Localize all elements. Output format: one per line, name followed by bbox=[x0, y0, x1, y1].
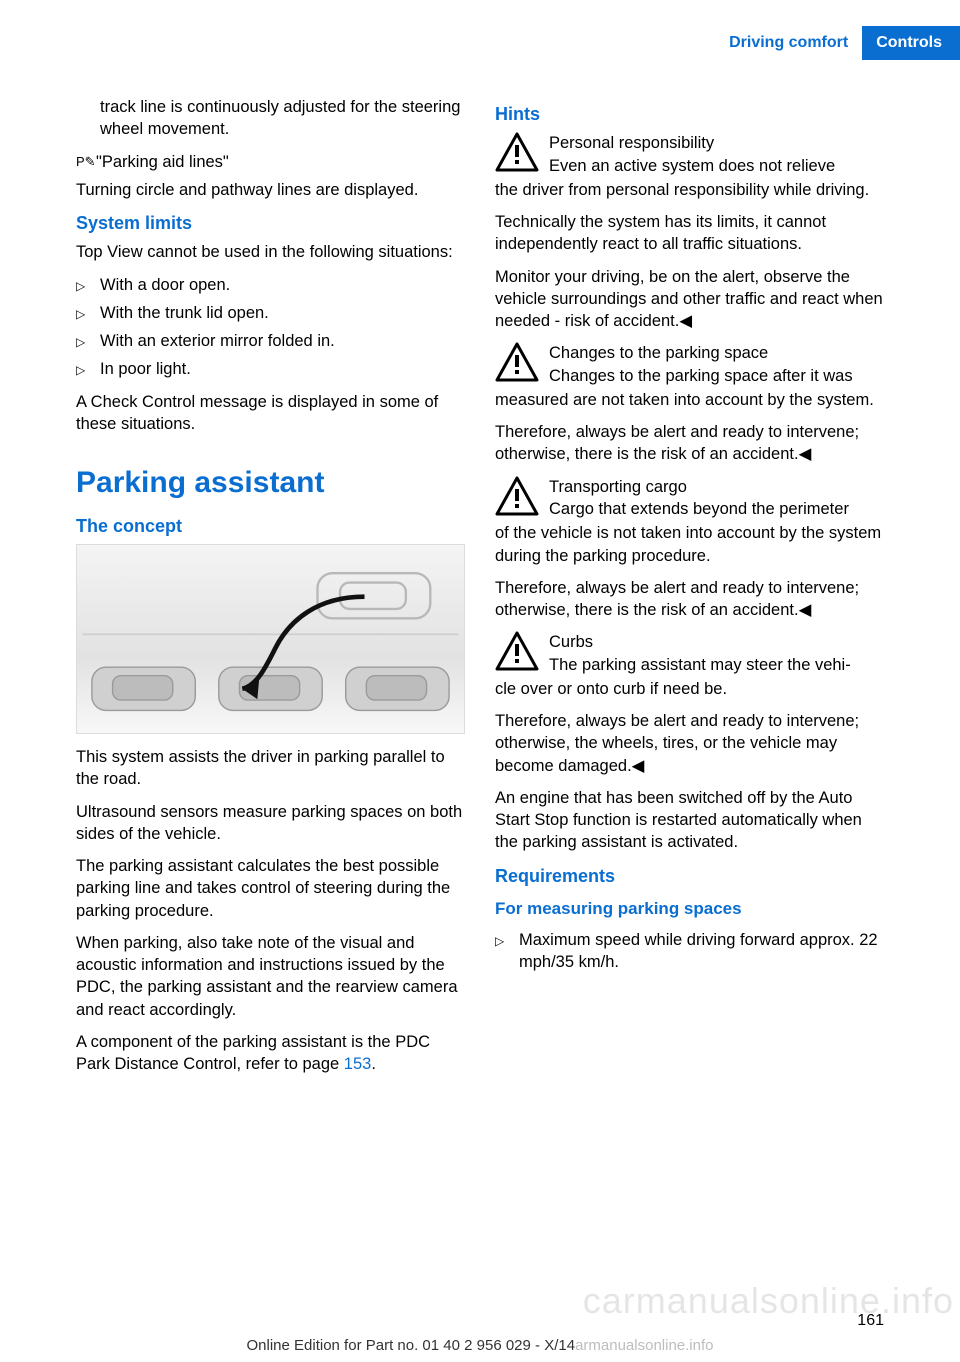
concept-p5-a: A component of the parking assistant is … bbox=[76, 1033, 430, 1073]
warning-title: Changes to the parking space bbox=[549, 342, 853, 364]
warning-rest: measured are not taken into account by t… bbox=[495, 389, 884, 411]
warning-block: Transporting cargo Cargo that extends be… bbox=[495, 476, 884, 622]
hints-heading: Hints bbox=[495, 102, 884, 126]
system-limits-heading: System limits bbox=[76, 211, 465, 235]
bullet-icon: ▷ bbox=[76, 302, 100, 324]
page-number: 161 bbox=[857, 1312, 884, 1330]
system-limits-intro: Top View cannot be used in the following… bbox=[76, 241, 465, 263]
page-link[interactable]: 153 bbox=[344, 1055, 372, 1073]
concept-figure bbox=[76, 544, 465, 734]
concept-p1: This system assists the driver in parkin… bbox=[76, 746, 465, 791]
warning-p3: Monitor your driving, be on the alert, o… bbox=[495, 266, 884, 333]
page-content: track line is continuously adjusted for … bbox=[76, 96, 884, 1085]
parking-aid-line: P✎ "Parking aid lines" bbox=[76, 151, 465, 173]
list-item: ▷ With the trunk lid open. bbox=[76, 302, 465, 324]
warning-rest: of the vehicle is not taken into account… bbox=[495, 522, 884, 567]
warning-title: Transporting cargo bbox=[549, 476, 849, 498]
concept-p4: When parking, also take note of the visu… bbox=[76, 932, 465, 1021]
warning-icon bbox=[495, 342, 539, 382]
parking-aid-icon: P✎ bbox=[76, 151, 96, 173]
concept-p3: The parking assistant calculates the bes… bbox=[76, 855, 465, 922]
warning-rest: cle over or onto curb if need be. bbox=[495, 678, 884, 700]
column-right: Hints Personal responsibility Even an ac… bbox=[495, 96, 884, 1085]
list-item-text: Maximum speed while driving forward appr… bbox=[519, 929, 884, 974]
list-item: ▷ With a door open. bbox=[76, 274, 465, 296]
parking-diagram bbox=[77, 545, 464, 733]
bullet-icon: ▷ bbox=[76, 358, 100, 380]
list-item-text: In poor light. bbox=[100, 358, 465, 380]
warning-rest: the driver from personal responsibility … bbox=[495, 179, 884, 201]
concept-p2: Ultrasound sensors measure parking space… bbox=[76, 801, 465, 846]
warning-icon bbox=[495, 476, 539, 516]
list-item: ▷ With an exterior mirror folded in. bbox=[76, 330, 465, 352]
warning-p2: Therefore, always be alert and ready to … bbox=[495, 577, 884, 622]
footer-watermark: armanualsonline.info bbox=[575, 1337, 713, 1354]
parking-assistant-heading: Parking assistant bbox=[76, 463, 465, 504]
requirements-heading: Requirements bbox=[495, 864, 884, 888]
check-control-text: A Check Control message is displayed in … bbox=[76, 391, 465, 436]
concept-p5-b: . bbox=[371, 1055, 376, 1073]
engine-restart-text: An engine that has been switched off by … bbox=[495, 787, 884, 854]
requirements-list: ▷ Maximum speed while driving forward ap… bbox=[495, 929, 884, 974]
turning-circle-text: Turning circle and pathway lines are dis… bbox=[76, 179, 465, 201]
warning-title: Personal responsibility bbox=[549, 132, 835, 154]
warning-firstline: Changes to the parking space after it wa… bbox=[549, 365, 853, 387]
warning-firstline: Even an active system does not relieve bbox=[549, 155, 835, 177]
requirements-sub-heading: For measuring parking spaces bbox=[495, 898, 884, 921]
warning-icon bbox=[495, 132, 539, 172]
bullet-icon: ▷ bbox=[495, 929, 519, 974]
footer-text: Online Edition for Part no. 01 40 2 956 … bbox=[247, 1337, 576, 1354]
warning-block: Changes to the parking space Changes to … bbox=[495, 342, 884, 465]
footer: Online Edition for Part no. 01 40 2 956 … bbox=[0, 1337, 960, 1354]
system-limits-list: ▷ With a door open. ▷ With the trunk lid… bbox=[76, 274, 465, 381]
trackline-text: track line is continuously adjusted for … bbox=[76, 96, 465, 141]
concept-heading: The concept bbox=[76, 514, 465, 538]
warning-p2: Technically the system has its limits, i… bbox=[495, 211, 884, 256]
bullet-icon: ▷ bbox=[76, 330, 100, 352]
list-item: ▷ In poor light. bbox=[76, 358, 465, 380]
warning-block: Personal responsibility Even an active s… bbox=[495, 132, 884, 332]
warning-title: Curbs bbox=[549, 631, 851, 653]
list-item-text: With an exterior mirror folded in. bbox=[100, 330, 465, 352]
warning-p2: Therefore, always be alert and ready to … bbox=[495, 421, 884, 466]
list-item-text: With a door open. bbox=[100, 274, 465, 296]
bullet-icon: ▷ bbox=[76, 274, 100, 296]
concept-p5: A component of the parking assistant is … bbox=[76, 1031, 465, 1076]
page-header: Driving comfort Controls bbox=[715, 26, 960, 60]
header-section: Driving comfort bbox=[715, 26, 862, 60]
warning-icon bbox=[495, 631, 539, 671]
warning-p2: Therefore, always be alert and ready to … bbox=[495, 710, 884, 777]
list-item-text: With the trunk lid open. bbox=[100, 302, 465, 324]
parking-aid-label: "Parking aid lines" bbox=[96, 151, 229, 173]
watermark: carmanualsonline.info bbox=[583, 1280, 954, 1322]
warning-block: Curbs The parking assistant may steer th… bbox=[495, 631, 884, 777]
list-item: ▷ Maximum speed while driving forward ap… bbox=[495, 929, 884, 974]
warning-firstline: The parking assistant may steer the vehi… bbox=[549, 654, 851, 676]
column-left: track line is continuously adjusted for … bbox=[76, 96, 465, 1085]
warning-firstline: Cargo that extends beyond the perimeter bbox=[549, 498, 849, 520]
header-chapter: Controls bbox=[862, 26, 960, 60]
